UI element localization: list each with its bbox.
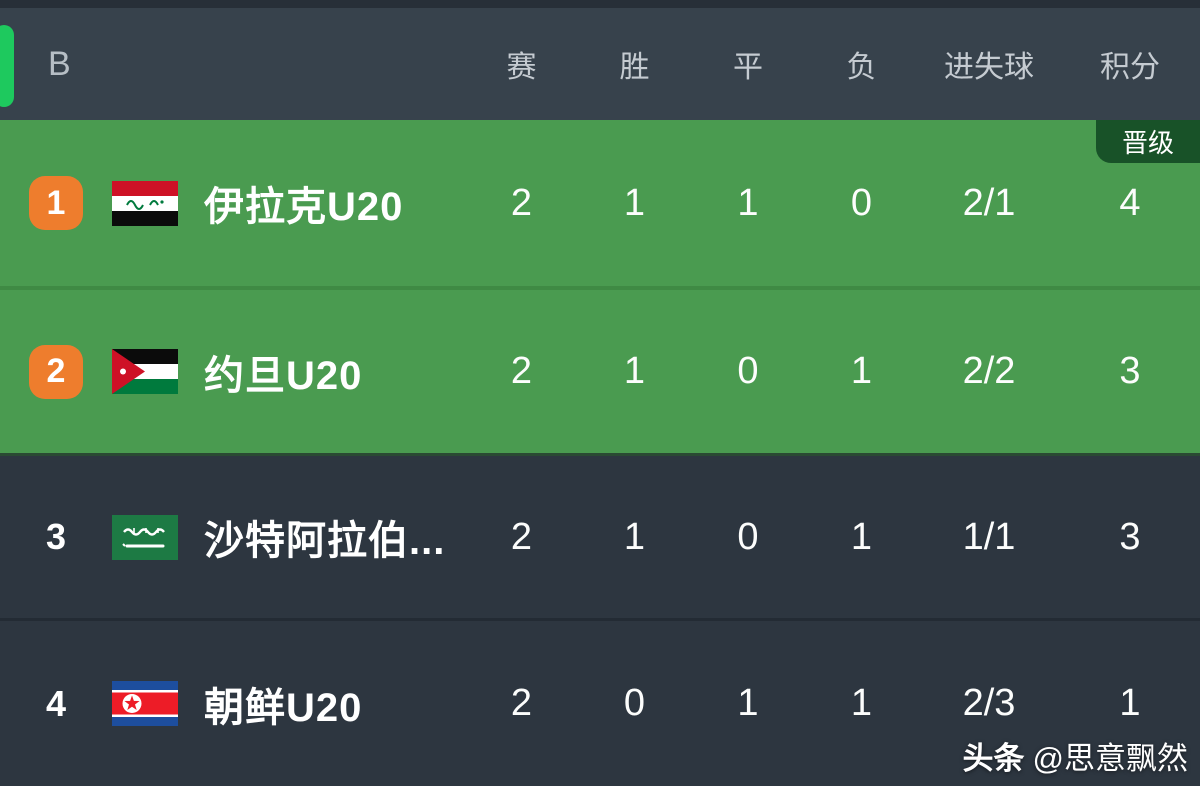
watermark-handle: @思意飘然	[1032, 741, 1188, 776]
watermark-brand: 头条	[962, 741, 1025, 776]
stat-played: 2	[510, 350, 533, 392]
stat-won: 1	[623, 181, 646, 224]
rank-cell: 3	[0, 516, 112, 558]
rank-cell: 1	[0, 176, 112, 230]
stat-points: 1	[1119, 682, 1141, 724]
stat-lost: 1	[850, 515, 873, 558]
stat-goals: 1/1	[962, 515, 1016, 558]
table-row-jordan[interactable]: 2 约旦U20 2 1 0 1 2/2 3	[0, 290, 1200, 456]
rank-badge: 1	[29, 176, 83, 230]
stat-drawn: 1	[737, 181, 759, 224]
column-header-goals: 进失球	[944, 51, 1034, 84]
column-header-lost: 负	[846, 51, 877, 84]
stat-drawn: 0	[737, 515, 759, 558]
stat-lost: 1	[850, 350, 873, 392]
stat-goals: 2/3	[962, 682, 1016, 724]
stat-points: 3	[1119, 515, 1141, 558]
column-header-won: 胜	[619, 51, 650, 84]
jordan-flag-icon	[112, 349, 204, 394]
stat-points: 4	[1119, 181, 1141, 224]
watermark: 头条 @思意飘然	[963, 733, 1188, 778]
group-label: B	[48, 44, 71, 83]
stat-drawn: 1	[737, 682, 759, 724]
stat-lost: 0	[850, 181, 873, 224]
stat-played: 2	[510, 515, 533, 558]
table-header: B 赛 胜 平 负 进失球 积分	[0, 8, 1200, 120]
rank-cell: 4	[0, 683, 112, 725]
rank-badge: 2	[29, 344, 83, 399]
north-korea-flag-icon	[112, 681, 204, 726]
stat-points: 3	[1119, 350, 1141, 392]
team-name: 伊拉克U20	[204, 185, 404, 229]
stat-goals: 2/2	[962, 350, 1016, 392]
iraq-flag-icon	[112, 180, 204, 226]
stat-drawn: 0	[737, 350, 759, 392]
column-header-points: 积分	[1100, 51, 1160, 84]
stat-played: 2	[510, 682, 533, 724]
table-row-north-korea[interactable]: 4 朝鲜U20 2 0 1 1 2/3 1	[0, 621, 1200, 786]
rank-number: 4	[45, 682, 67, 724]
rank-number: 3	[45, 516, 67, 557]
stat-goals: 2/1	[962, 181, 1016, 224]
saudi-arabia-flag-icon	[112, 514, 204, 560]
stat-won: 1	[623, 350, 646, 392]
header-left-area: B	[0, 45, 465, 84]
team-name: 朝鲜U20	[204, 685, 363, 730]
top-strip	[0, 0, 1200, 8]
column-header-drawn: 平	[733, 51, 763, 84]
stat-won: 0	[623, 682, 646, 724]
team-name: 沙特阿拉伯...	[204, 519, 446, 563]
stat-won: 1	[623, 515, 646, 558]
group-tab-indicator	[0, 25, 14, 107]
rank-cell: 2	[0, 344, 112, 399]
promotion-badge: 晋级	[1096, 120, 1200, 163]
table-row-iraq[interactable]: 晋级 1 伊拉克U20 2 1 1 0 2/1 4	[0, 120, 1200, 290]
stat-lost: 1	[850, 682, 873, 724]
stat-played: 2	[510, 181, 533, 224]
team-name: 约旦U20	[204, 353, 363, 398]
table-row-saudi-arabia[interactable]: 3 沙特阿拉伯... 2 1 0 1 1/1 3	[0, 456, 1200, 621]
column-header-played: 赛	[506, 51, 537, 84]
